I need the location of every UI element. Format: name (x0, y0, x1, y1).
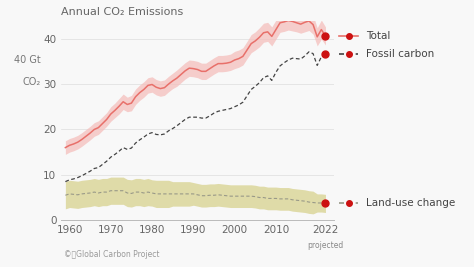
Text: 40 Gt: 40 Gt (14, 56, 41, 65)
Text: Fossil carbon: Fossil carbon (366, 49, 435, 59)
Text: ©ⓂGlobal Carbon Project: ©ⓂGlobal Carbon Project (64, 250, 159, 259)
Text: Land-use change: Land-use change (366, 198, 456, 209)
Text: CO₂: CO₂ (23, 77, 41, 87)
Text: Annual CO₂ Emissions: Annual CO₂ Emissions (61, 7, 183, 17)
Text: projected: projected (307, 241, 344, 250)
Text: Total: Total (366, 31, 391, 41)
